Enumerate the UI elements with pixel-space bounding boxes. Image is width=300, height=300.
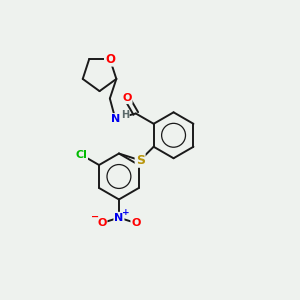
Text: O: O [122,93,132,103]
Text: H: H [121,110,129,120]
Text: S: S [136,154,145,167]
Text: +: + [122,208,129,217]
Text: O: O [105,53,115,66]
Text: N: N [114,213,124,223]
Text: N: N [111,114,120,124]
Text: Cl: Cl [75,150,87,160]
Text: O: O [131,218,141,228]
Text: −: − [91,212,99,221]
Text: O: O [97,218,106,228]
